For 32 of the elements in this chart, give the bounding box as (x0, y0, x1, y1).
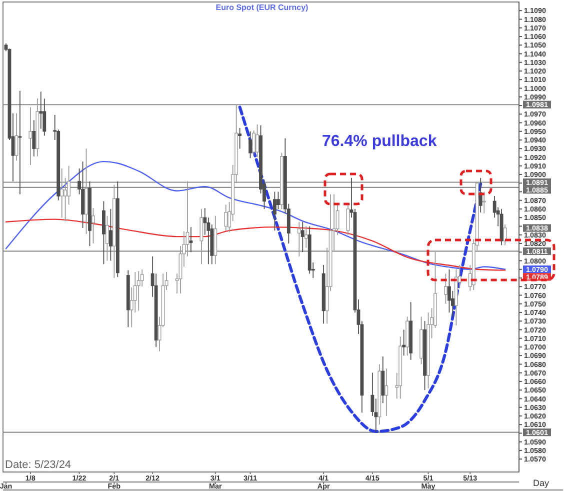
candlestick (248, 130, 252, 159)
candlestick (503, 224, 507, 246)
line-series (5, 160, 506, 270)
candlestick (108, 208, 112, 262)
candlestick (444, 273, 448, 304)
annotation: Date: 5/23/24 (5, 459, 72, 471)
candlestick (18, 90, 22, 195)
candlestick (256, 124, 259, 158)
candlestick (32, 120, 36, 157)
candlestick (304, 226, 308, 248)
candlestick (200, 208, 204, 265)
chart-title: Euro Spot (EUR Curncy) (216, 3, 309, 12)
candlestick (64, 177, 68, 222)
candlestick (60, 168, 64, 218)
annotation: 76.4% pullback (322, 133, 437, 150)
candlestick (300, 221, 304, 253)
candlestick (297, 221, 301, 257)
candlestick (384, 368, 388, 416)
candlestick (482, 191, 486, 214)
candlestick (105, 215, 109, 262)
candlestick (28, 106, 32, 166)
candlestick (224, 204, 228, 231)
candlestick (447, 268, 451, 313)
candlestick (39, 91, 43, 130)
candlestick (92, 208, 95, 244)
candlestick (273, 191, 276, 231)
x-axis-title: Day (532, 478, 550, 488)
candlestick (189, 226, 193, 253)
candlestick (402, 329, 406, 356)
candlestick (136, 270, 140, 312)
candlestick (102, 200, 106, 265)
candlestick (238, 127, 242, 150)
